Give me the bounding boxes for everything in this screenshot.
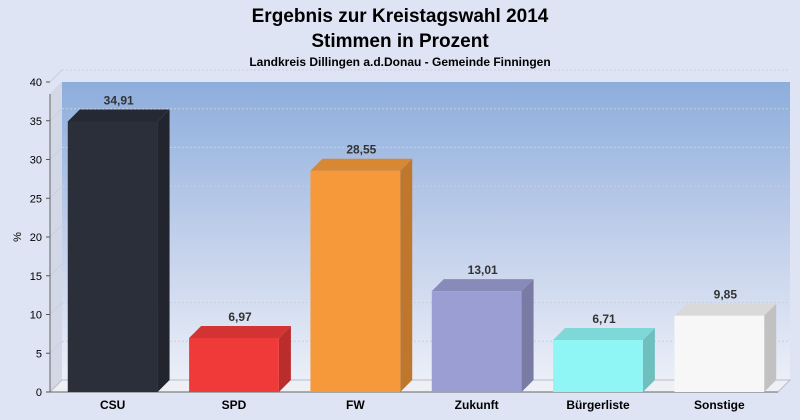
value-label-csu: 34,91 [104, 93, 134, 107]
bar-side-spd [278, 325, 291, 392]
y-tick-label: 30 [30, 155, 42, 167]
bar-top-brgerliste [553, 327, 655, 340]
plot-side-wall [50, 82, 62, 392]
grid-line-diagonal [49, 69, 63, 83]
y-tick-label: 35 [30, 116, 42, 128]
grid-line-diagonal [49, 185, 63, 199]
y-tick-label: 0 [36, 387, 42, 399]
bar-brgerliste [553, 339, 643, 392]
grid-line-diagonal [49, 108, 63, 122]
value-label-sonstige: 9,85 [714, 288, 738, 302]
bar-spd [189, 337, 279, 392]
y-tick-label: 40 [30, 77, 42, 89]
bar-top-fw [310, 158, 413, 171]
bar-top-sonstige [674, 303, 777, 316]
plot-background [50, 82, 790, 392]
grid-line-diagonal [49, 263, 63, 277]
chart-subtitle: Stimmen in Prozent [311, 31, 489, 52]
bar-sonstige [674, 315, 765, 392]
y-tick-label: 15 [30, 271, 42, 283]
bar-top-csu [67, 109, 170, 122]
bar-side-zukunft [521, 279, 534, 392]
bar-top-spd [189, 325, 291, 338]
grid-line-diagonal [49, 340, 63, 354]
bar-side-fw [400, 158, 413, 392]
category-label-sonstige: Sonstige [694, 398, 745, 412]
y-tick-label: 10 [30, 310, 42, 322]
category-label-spd: SPD [222, 398, 247, 412]
bar-csu [67, 121, 158, 392]
category-label-fw: FW [346, 398, 365, 412]
value-label-brgerliste: 6,71 [592, 312, 616, 326]
bar-side-sonstige [764, 303, 777, 392]
grid-line-diagonal [49, 147, 63, 160]
bar-top-zukunft [431, 279, 534, 292]
value-label-fw: 28,55 [346, 143, 376, 157]
bar-fw [310, 170, 401, 392]
bar-side-csu [157, 109, 170, 392]
grid-line-diagonal [49, 224, 63, 238]
y-tick-label: 20 [30, 232, 42, 244]
y-tick-label: 25 [30, 193, 42, 205]
chart-title: Ergebnis zur Kreistagswahl 2014 [252, 6, 549, 27]
y-axis-label: % [12, 232, 24, 242]
grid-line-diagonal [49, 302, 63, 315]
bar-zukunft [431, 291, 522, 392]
category-label-brgerliste: Bürgerliste [566, 398, 630, 412]
value-label-spd: 6,97 [228, 310, 252, 324]
plot-area: 0 5 10 15 20 25 30 35 40 34,91 CSU 6,97 SPD 28,55 FW 13… [30, 69, 792, 412]
bar-side-brgerliste [642, 327, 655, 392]
value-label-zukunft: 13,01 [468, 263, 498, 277]
y-tick-label: 5 [36, 348, 42, 360]
category-label-zukunft: Zukunft [455, 398, 499, 412]
category-label-csu: CSU [100, 398, 125, 412]
chart-region-label: Landkreis Dillingen a.d.Donau - Gemeinde… [249, 55, 550, 69]
